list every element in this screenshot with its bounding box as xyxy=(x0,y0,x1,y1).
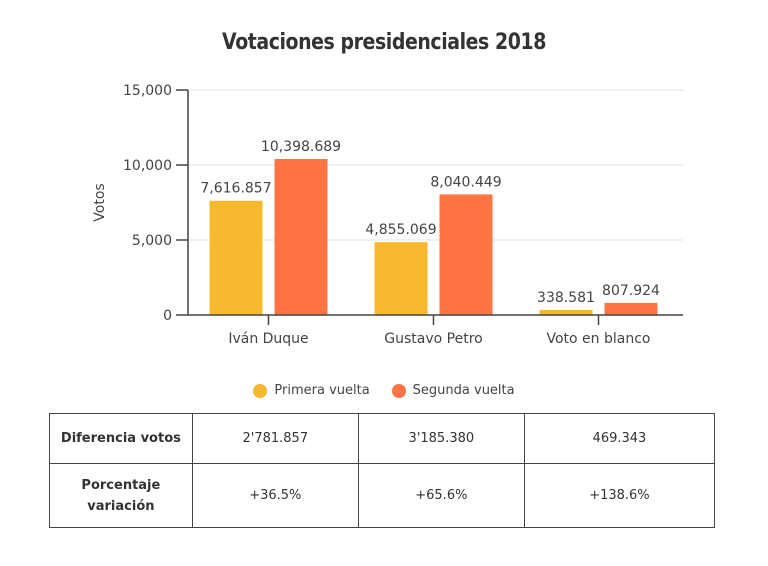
y-tick-label: 5,000 xyxy=(132,233,172,249)
y-axis-title: Votos xyxy=(92,183,108,221)
y-ticks: 0 5,000 10,000 15,000 xyxy=(123,83,188,324)
x-tick-label: Gustavo Petro xyxy=(384,331,482,347)
legend-swatch-segunda-vuelta xyxy=(391,383,406,398)
table-row-porcentaje-variacion: Porcentaje variación +36.5% +65.6% +138.… xyxy=(49,463,716,528)
legend: Primera vuelta Segunda vuelta xyxy=(0,383,768,398)
x-ticks: Iván Duque Gustavo Petro Voto en blanco xyxy=(228,315,651,347)
data-label: 10,398.689 xyxy=(261,139,341,155)
row-header: Porcentaje variación xyxy=(49,463,193,528)
table-cell: 3'185.380 xyxy=(357,413,525,464)
table-cell: +36.5% xyxy=(191,463,359,528)
row-header: Diferencia votos xyxy=(49,413,193,464)
y-tick-label: 0 xyxy=(163,308,172,324)
x-tick-label: Iván Duque xyxy=(228,331,308,347)
bar-primera-vuelta xyxy=(539,309,593,315)
bar-segunda-vuelta xyxy=(604,302,658,315)
legend-label: Segunda vuelta xyxy=(412,383,515,398)
row-header-line: Porcentaje xyxy=(81,477,161,493)
data-label: 7,616.857 xyxy=(200,181,271,197)
table-cell: 2'781.857 xyxy=(191,413,359,464)
legend-item-primera-vuelta[interactable]: Primera vuelta xyxy=(253,383,370,398)
row-header-line: variación xyxy=(87,498,155,514)
gridlines xyxy=(188,89,683,241)
summary-table: Diferencia votos 2'781.857 3'185.380 469… xyxy=(49,413,716,528)
data-label: 338.581 xyxy=(537,290,595,306)
y-tick-label: 15,000 xyxy=(123,83,172,99)
data-label: 8,040.449 xyxy=(430,174,501,190)
legend-label: Primera vuelta xyxy=(274,383,370,398)
table-row-diferencia-votos: Diferencia votos 2'781.857 3'185.380 469… xyxy=(49,413,716,464)
bar-chart: 0 5,000 10,000 15,000 Iván Duque Gustavo Pet… xyxy=(92,83,683,347)
data-label: 4,855.069 xyxy=(365,222,436,238)
table-cell: +65.6% xyxy=(357,463,525,528)
x-tick-label: Voto en blanco xyxy=(547,331,651,347)
legend-swatch-primera-vuelta xyxy=(253,383,268,398)
data-label: 807.924 xyxy=(602,283,660,299)
table-cell: +138.6% xyxy=(523,463,716,528)
y-tick-label: 10,000 xyxy=(123,158,172,174)
axes xyxy=(187,90,683,316)
bar-primera-vuelta xyxy=(209,200,263,315)
bar-primera-vuelta xyxy=(374,242,428,315)
bar-segunda-vuelta xyxy=(439,194,493,315)
chart-title: Votaciones presidenciales 2018 xyxy=(222,30,546,55)
legend-item-segunda-vuelta[interactable]: Segunda vuelta xyxy=(391,383,515,398)
data-labels: 7,616.857 10,398.689 4,855.069 8,040.449 338… xyxy=(200,139,660,306)
bar-segunda-vuelta xyxy=(274,159,328,315)
table-cell: 469.343 xyxy=(523,413,716,464)
bars xyxy=(209,159,658,315)
